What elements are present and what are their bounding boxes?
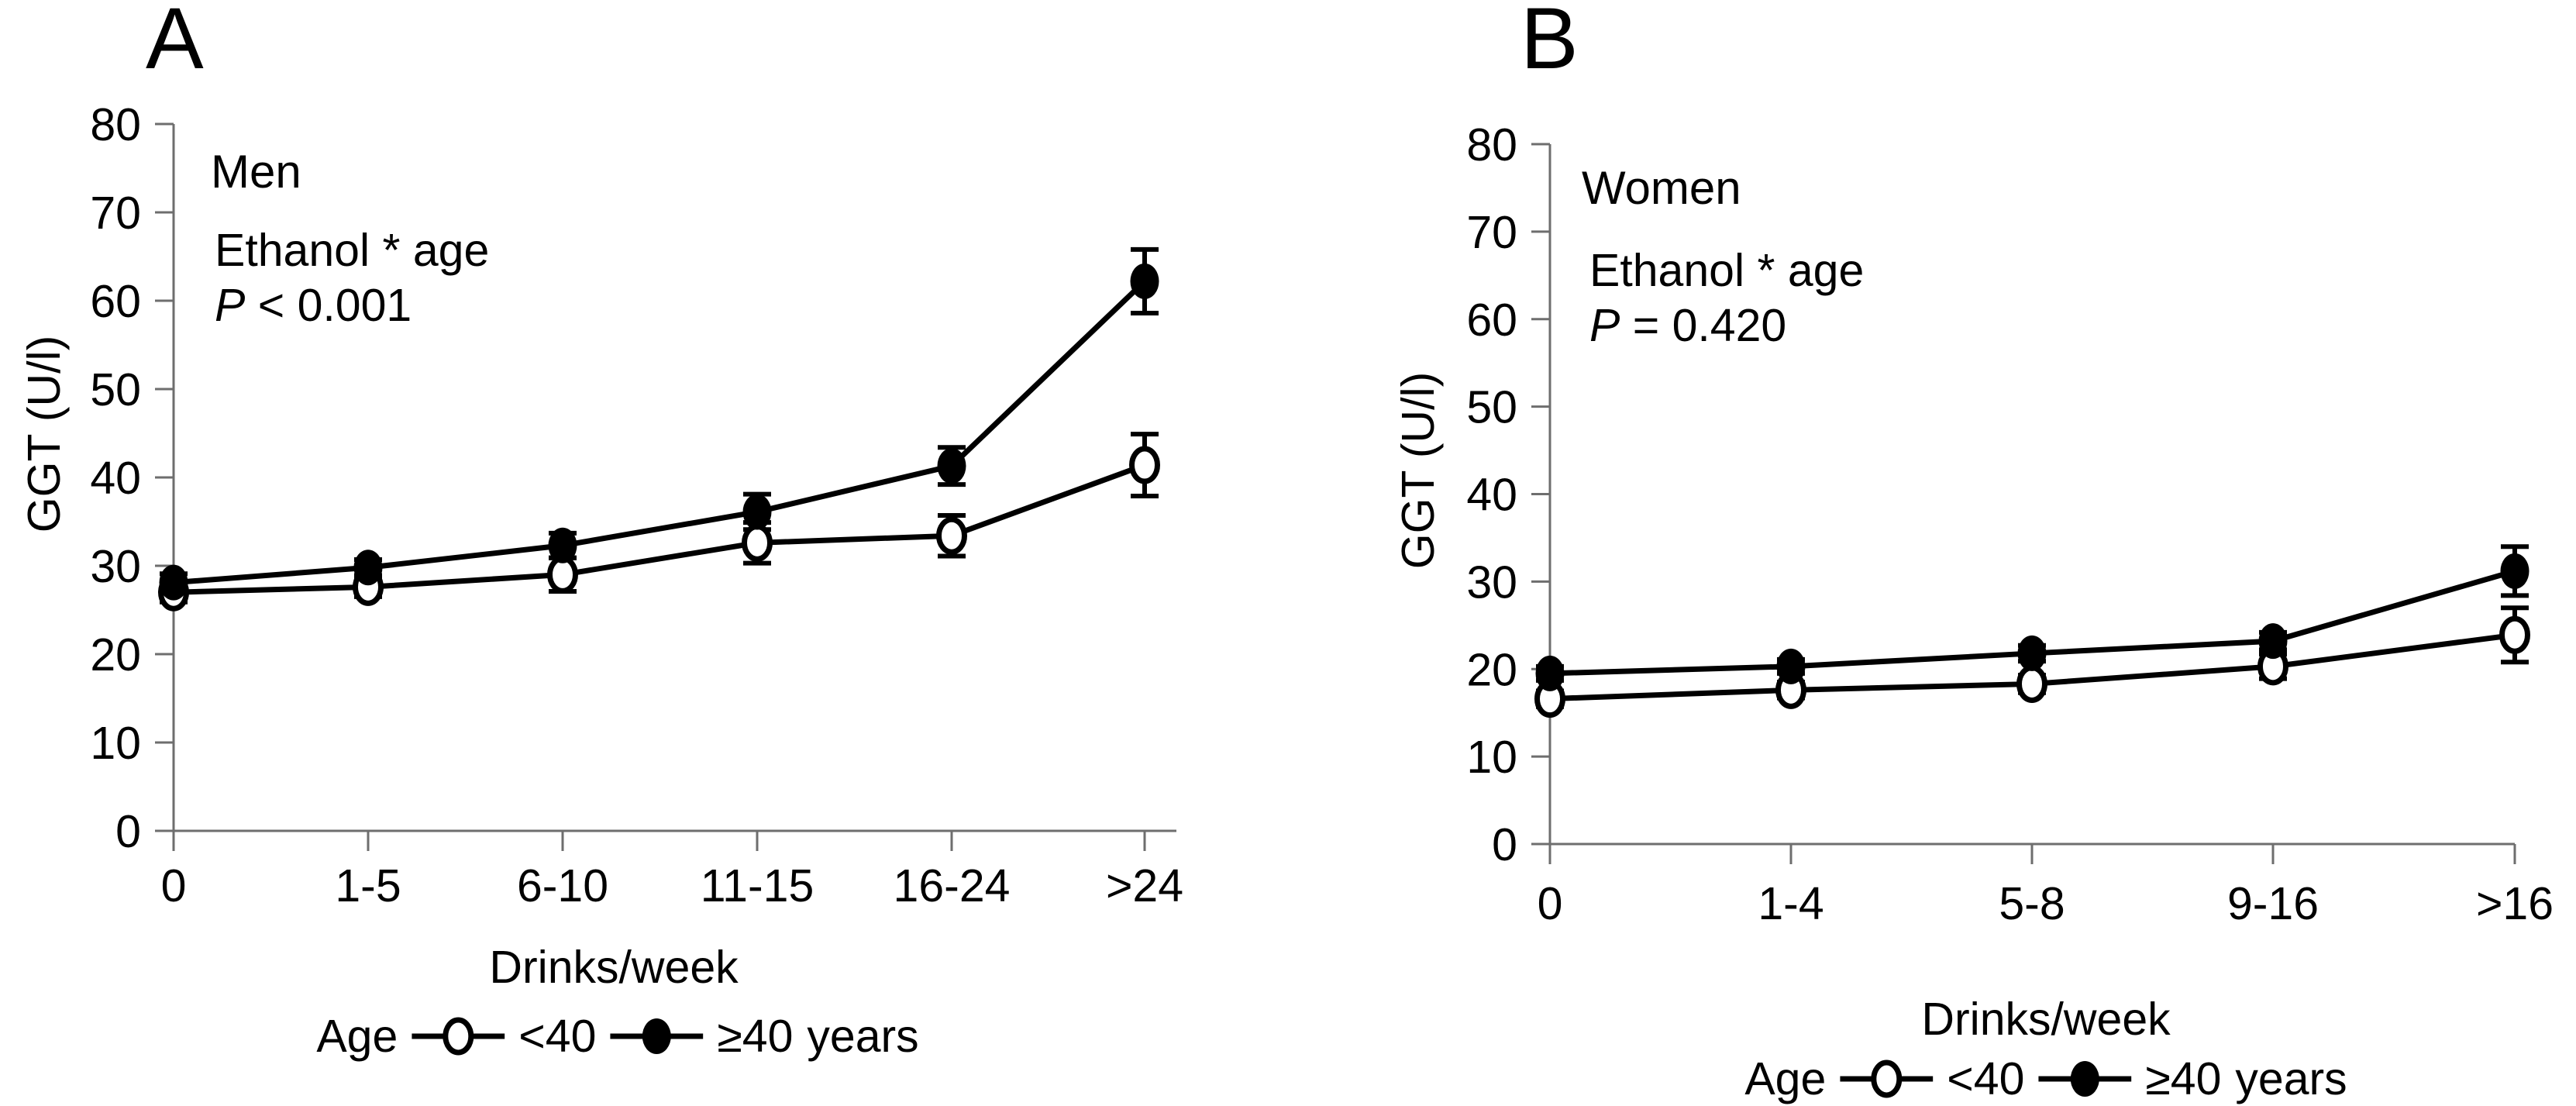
x-tick-label: >24 xyxy=(1106,860,1183,911)
marker-filled-circle-icon xyxy=(2500,553,2530,589)
x-tick-label: 0 xyxy=(1538,878,1563,929)
y-tick-label: 20 xyxy=(90,629,141,680)
panel-a-y-axis-title: GGT (U/l) xyxy=(19,335,70,533)
y-tick-label: 40 xyxy=(1466,470,1517,521)
y-tick-label: 20 xyxy=(1466,644,1517,695)
marker-open-circle-icon xyxy=(742,523,773,562)
y-tick-label: 60 xyxy=(1466,295,1517,346)
panel-b-letter: B xyxy=(1520,0,1579,87)
panel-a-p-symbol: P xyxy=(215,280,246,331)
y-tick-label: 60 xyxy=(90,276,141,327)
marker-open-circle-icon xyxy=(2016,664,2047,703)
y-tick-label: 80 xyxy=(90,99,141,150)
panel-a-letter: A xyxy=(146,0,204,87)
y-tick-label: 80 xyxy=(1466,119,1517,171)
y-tick-label: 40 xyxy=(90,453,141,504)
x-tick-label: 5-8 xyxy=(1999,878,2065,929)
marker-open-circle-icon xyxy=(2499,615,2530,654)
x-tick-label: 6-10 xyxy=(517,860,608,911)
panel-b-p-value: = 0.420 xyxy=(1620,300,1787,351)
legend-item-under40-label: <40 xyxy=(518,1011,597,1062)
marker-filled-circle-icon xyxy=(1776,648,1806,684)
panel-b-legend: Age <40 ≥40 years xyxy=(1744,1052,2347,1106)
y-tick-label: 30 xyxy=(1466,556,1517,608)
y-tick-label: 0 xyxy=(1492,819,1517,870)
legend-suffix: years xyxy=(807,1011,919,1062)
x-tick-label: 9-16 xyxy=(2227,878,2319,929)
panel-b-interaction-text: Ethanol * age xyxy=(1589,245,1865,296)
legend-suffix: years xyxy=(2235,1053,2347,1104)
marker-filled-circle-icon xyxy=(1535,655,1565,691)
panel-b-x-axis-title: Drinks/week xyxy=(1921,994,2171,1045)
open-circle-icon xyxy=(1840,1059,1934,1098)
x-tick-label: 11-15 xyxy=(701,860,814,911)
x-tick-label: >16 xyxy=(2476,878,2554,929)
marker-filled-circle-icon xyxy=(2258,623,2288,660)
marker-filled-circle-icon xyxy=(2017,635,2047,671)
marker-open-circle-icon xyxy=(1129,446,1160,484)
panel-b-p-symbol: P xyxy=(1589,300,1620,351)
panel-a-legend: Age <40 ≥40 years xyxy=(316,1009,918,1063)
marker-filled-circle-icon xyxy=(353,550,383,586)
marker-filled-circle-icon xyxy=(548,527,577,563)
marker-open-circle-icon xyxy=(936,516,967,555)
y-tick-label: 10 xyxy=(90,718,141,769)
panel-b-y-axis-title: GGT (U/l) xyxy=(1393,371,1444,570)
legend-item-under40-label: <40 xyxy=(1947,1053,2025,1104)
panel-b-annotation: Ethanol * age P = 0.420 xyxy=(1589,243,1864,353)
open-circle-icon xyxy=(412,1017,505,1056)
panel-b-group-label: Women xyxy=(1582,162,1741,214)
panel-a-interaction-text: Ethanol * age xyxy=(215,225,490,276)
panel-a-p-value: < 0.001 xyxy=(245,280,412,331)
panel-a-group-label: Men xyxy=(211,146,301,198)
y-tick-label: 50 xyxy=(90,364,141,415)
legend-item-over40-label: ≥40 xyxy=(2145,1053,2222,1104)
legend-item-over40-label: ≥40 xyxy=(717,1011,794,1062)
y-tick-label: 50 xyxy=(1466,382,1517,433)
legend-prefix: Age xyxy=(316,1011,398,1062)
marker-filled-circle-icon xyxy=(742,494,772,530)
marker-filled-circle-icon xyxy=(159,564,188,601)
marker-filled-circle-icon xyxy=(1130,263,1159,299)
filled-circle-icon xyxy=(2038,1061,2132,1097)
series-line-over40 xyxy=(173,279,1147,586)
series-line-under40 xyxy=(173,462,1146,595)
x-tick-label: 0 xyxy=(161,860,187,911)
y-tick-label: 70 xyxy=(1466,207,1517,258)
y-tick-label: 0 xyxy=(115,806,141,857)
x-tick-label: 16-24 xyxy=(894,860,1011,911)
filled-circle-icon xyxy=(610,1018,704,1054)
y-tick-label: 10 xyxy=(1466,732,1517,783)
x-tick-label: 1-5 xyxy=(335,860,401,911)
marker-filled-circle-icon xyxy=(937,448,966,484)
panel-a-x-axis-title: Drinks/week xyxy=(489,942,739,993)
legend-prefix: Age xyxy=(1744,1053,1827,1104)
x-tick-label: 1-4 xyxy=(1758,878,1824,929)
panel-a-annotation: Ethanol * age P < 0.001 xyxy=(215,223,489,333)
y-tick-label: 30 xyxy=(90,541,141,592)
y-tick-label: 70 xyxy=(90,188,141,239)
